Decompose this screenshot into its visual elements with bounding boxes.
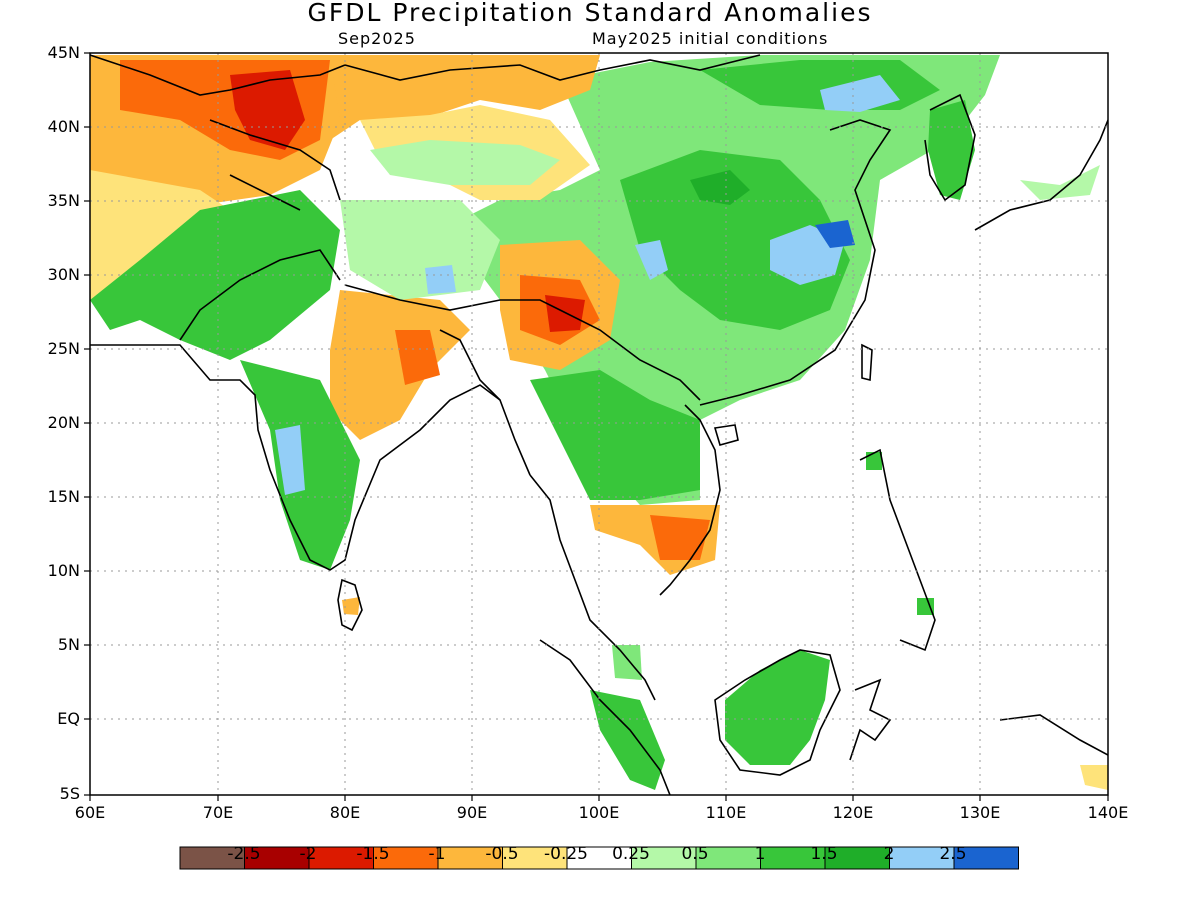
blue-patch-ne-china [820,75,900,112]
indochina-coastline [529,474,656,701]
korea-coastline [924,93,976,202]
cambodia-strong-dry [650,515,710,560]
lat-label-15n: 15N [47,487,80,506]
sumatra-coastline [539,639,671,795]
lat-label-eq: EQ [57,709,80,728]
luzon-wet [866,452,882,470]
mongolia-dry-region [300,55,600,140]
colorbar [179,846,1019,870]
indochina-wet [530,370,700,500]
colorbar-label: 1.5 [810,844,838,864]
lon-label-80e: 80E [329,803,361,822]
colorbar-label: 2.5 [939,844,967,864]
lat-label-5s: 5S [59,784,80,803]
forecast-month: Sep2025 [338,29,416,48]
colorbar-label: -0.25 [544,844,588,864]
lon-label-140e: 140E [1087,803,1129,822]
lat-label-40n: 40N [47,117,80,136]
japan-anomaly [1020,165,1100,200]
sumatra-wet [590,690,665,790]
anomaly-field [90,55,1108,790]
lon-label-70e: 70E [202,803,234,822]
india-dry-core [395,330,440,385]
srilanka-dry [342,597,360,615]
east-china-very-strong [690,170,750,205]
south-asia-borders [179,249,501,401]
lon-label-90e: 90E [456,803,488,822]
dark-blue-patch-yangtze [815,220,855,248]
tibet-light-green [340,200,500,300]
china-borders [344,54,761,401]
lon-label-60e: 60E [74,803,106,822]
yunnan-very-dry [545,295,585,332]
axis-ticks [84,52,1109,801]
sulawesi-coastline [849,678,892,761]
blue-patch-sichuan [635,240,668,280]
borneo-wet [725,650,830,765]
lat-label-10n: 10N [47,561,80,580]
mindanao-wet [917,598,934,615]
gridlines [90,53,1108,795]
new-guinea-light [1080,765,1108,790]
taiwan-coastline [861,343,873,382]
colorbar-label: 0.5 [681,844,709,864]
india-coastline [90,344,531,571]
colorbar-label: -2 [299,844,317,864]
lat-label-35n: 35N [47,191,80,210]
lon-label-110e: 110E [705,803,747,822]
colorbar-label: 1 [754,844,766,864]
vietnam-coastline [659,404,721,596]
lon-label-130e: 130E [959,803,1001,822]
colorbar-label: 0.25 [612,844,650,864]
colorbar-label: -2.5 [227,844,261,864]
colorbar-label: -0.5 [485,844,519,864]
colorbar-label: -1.5 [356,844,390,864]
tibet-blue-patch [425,265,456,294]
china-coastline [699,119,892,406]
initial-conditions-label: May2025 initial conditions [592,29,829,48]
new-guinea-coastline [999,714,1108,756]
china-strong-anomaly [620,150,850,330]
hainan-coastline [713,424,739,446]
chart-title: GFDL Precipitation Standard Anomalies [307,0,873,27]
japan-coastline [974,119,1108,231]
india-central-dry [330,290,470,440]
malaya-wet [612,645,642,680]
pakistan-wet-region [90,190,340,360]
colorbar-label: -1 [428,844,446,864]
philippines-coastline [859,448,936,652]
colorbar-label: 2 [883,844,895,864]
lat-label-45n: 45N [47,43,80,62]
coastlines [90,54,1108,795]
india-blue-patch [275,425,305,495]
tarim-light-green [370,140,560,185]
lat-label-25n: 25N [47,339,80,358]
lat-label-30n: 30N [47,265,80,284]
colorbar-box [953,846,1019,870]
korea-anomaly [928,100,975,200]
central-asia-very-dry [230,70,305,150]
central-asia-borders [90,54,346,211]
borneo-coastline [714,649,841,776]
lon-label-100e: 100E [578,803,620,822]
lon-label-120e: 120E [832,803,874,822]
lat-label-5n: 5N [57,635,80,654]
lat-label-20n: 20N [47,413,80,432]
srilanka-coastline [337,578,363,632]
